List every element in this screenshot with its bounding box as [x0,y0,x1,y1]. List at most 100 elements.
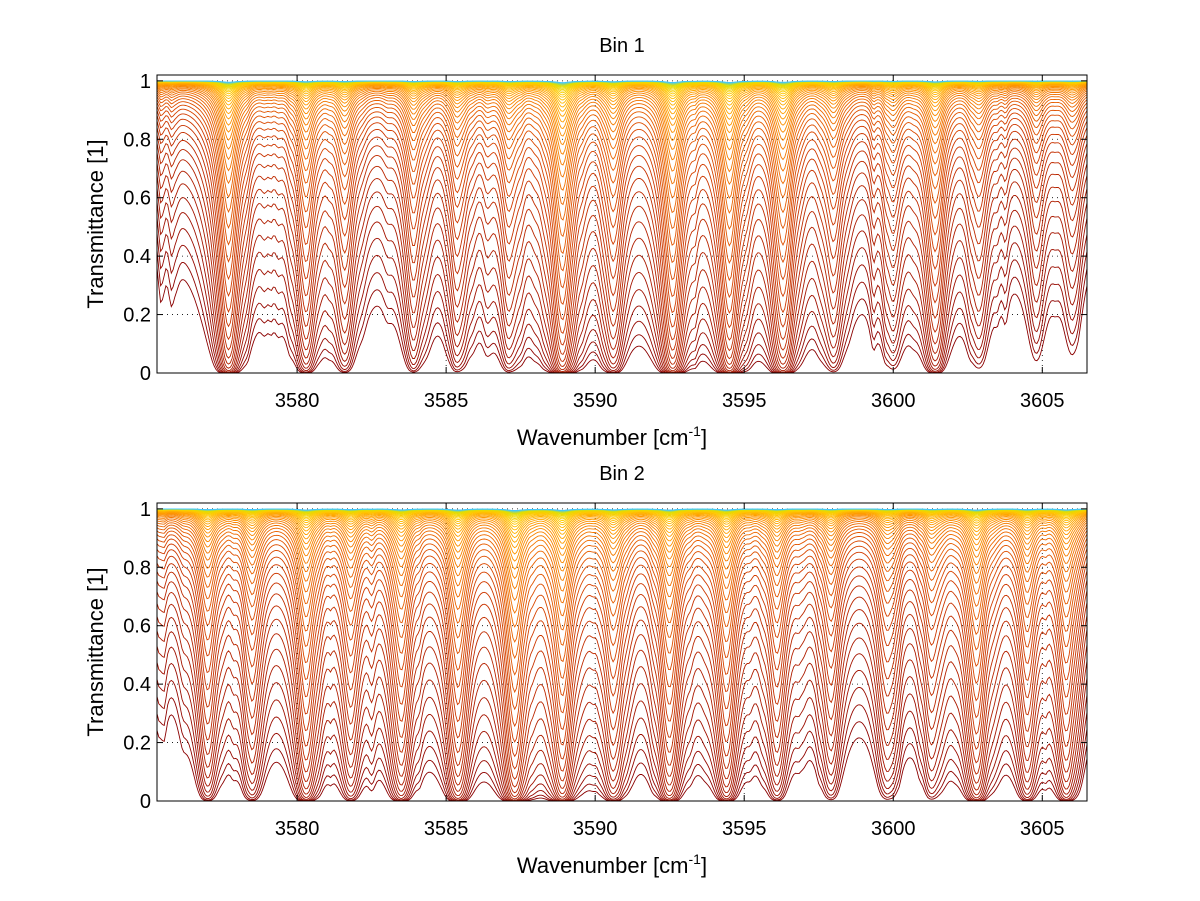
series-line [157,514,1087,580]
x-tick-label: 3590 [573,390,618,412]
series-line [157,524,1087,660]
y-tick-label: 0 [140,363,151,385]
series-line [157,631,1087,801]
series-line [157,83,1087,130]
series-line [157,515,1087,590]
series-line [157,511,1087,543]
series-line [157,233,1087,373]
series-line [157,509,1087,519]
x-tick-label: 3595 [722,390,767,412]
y-tick-label: 0.8 [123,129,151,151]
series-line [157,152,1087,371]
series-line [157,581,1087,794]
series-line [157,106,1087,306]
series-line [157,81,1087,104]
x-axis-label-main: Wavenumber [cm [517,853,689,878]
series-line [157,88,1087,191]
series-line [157,571,1087,788]
series-line [157,510,1087,535]
series-line [157,509,1087,523]
y-tick-label: 1 [140,71,151,93]
series-line [157,96,1087,255]
series-line [157,201,1087,373]
series-line [157,82,1087,108]
series-line [157,510,1087,539]
series-line [157,603,1087,800]
y-tick-label: 0.2 [123,305,151,327]
series-line [157,509,1087,525]
series-line [157,522,1087,643]
series-line [157,115,1087,335]
axes-frame [156,74,1088,374]
series-line [157,512,1087,555]
x-axis-label-main: Wavenumber [cm [517,425,689,450]
series-line [157,82,1087,117]
series-line [157,662,1087,801]
x-axis-label-superscript: -1 [689,851,702,867]
series-line [157,84,1087,146]
series-line [157,510,1087,531]
y-tick-label: 0.4 [123,674,151,696]
series-line [157,512,1087,562]
series-line [157,697,1087,801]
y-axis-ticks: 0 0.2 0.4 0.6 0.8 1 [123,71,1087,385]
series-line [157,134,1087,363]
x-axis-label: Wavenumber [cm-1] [517,423,707,450]
x-axis-label-end: ] [701,425,707,450]
subplot-bin-1: Bin 1 3580 3585 3590 3595 3600 3605 0 0.2 0.4 0.… [83,35,1088,450]
series-line [157,187,1087,373]
series-line [157,616,1087,801]
x-tick-label: 3590 [573,818,618,840]
y-tick-label: 0 [140,791,151,813]
series-line [157,86,1087,166]
series-line [157,513,1087,570]
x-tick-label: 3580 [275,818,320,840]
y-tick-label: 1 [140,499,151,521]
chart-title: Bin 2 [599,463,645,485]
y-tick-label: 0.6 [123,616,151,638]
series-line [157,509,1087,528]
y-tick-label: 0.8 [123,557,151,579]
series-line [157,520,1087,628]
series-line [157,511,1087,549]
x-axis-label-end: ] [701,853,707,878]
series-line [157,534,1087,711]
series-line [157,517,1087,602]
series-line [157,142,1087,367]
series-line [157,174,1087,373]
series-line [157,83,1087,123]
series-line [157,110,1087,321]
series-line [157,549,1087,758]
series-line [157,543,1087,743]
series-line [157,120,1087,346]
series-line [157,81,1087,98]
series-line [157,646,1087,801]
series-line [157,94,1087,238]
series-line [157,527,1087,676]
series-line [157,82,1087,112]
axes-frame [156,502,1088,802]
series-line [157,99,1087,272]
series-line [157,591,1087,798]
series-line [157,81,1087,96]
y-tick-label: 0.4 [123,246,151,268]
y-axis-label: Transmittance [1] [83,139,108,308]
y-axis-label: Transmittance [1] [83,567,108,736]
subplot-bin-2: Bin 2 3580 3585 3590 3595 3600 3605 0 0.2 0.4 0.… [83,463,1088,878]
x-tick-label: 3585 [424,818,469,840]
x-axis-label-superscript: -1 [689,423,702,439]
series-line [157,530,1087,694]
series-line [157,538,1087,728]
series-line [157,80,1087,84]
x-axis-ticks: 3580 3585 3590 3595 3600 3605 [275,503,1065,840]
series-line [157,679,1087,801]
series-line [157,563,1087,780]
series-line [157,87,1087,178]
y-tick-label: 0.6 [123,188,151,210]
series-line [157,92,1087,221]
series-line [157,102,1087,289]
y-axis-ticks: 0 0.2 0.4 0.6 0.8 1 [123,499,1087,813]
series-line [157,508,1087,511]
x-axis-label: Wavenumber [cm-1] [517,851,707,878]
